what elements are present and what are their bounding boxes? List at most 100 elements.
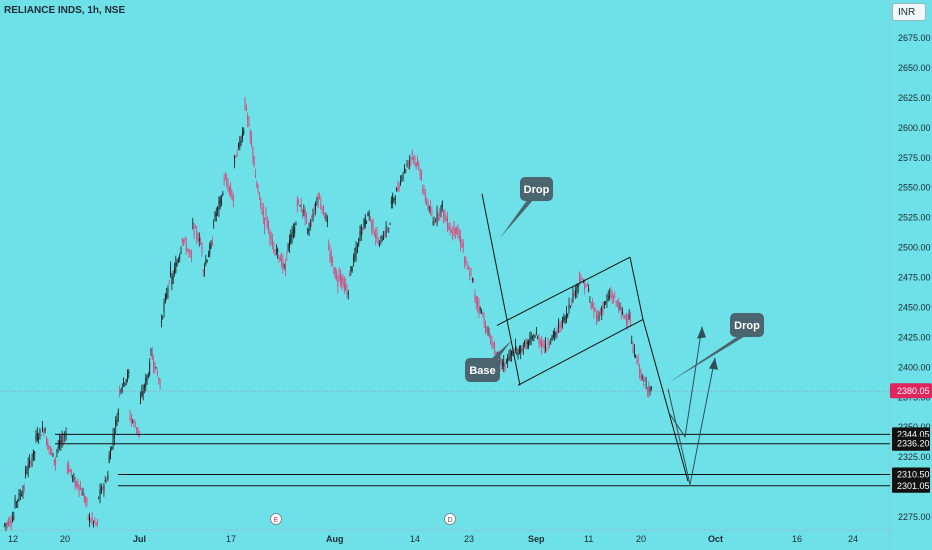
candle-body xyxy=(643,379,644,381)
candle-body xyxy=(383,237,384,240)
x-tick-label: 12 xyxy=(8,534,18,544)
candle-body xyxy=(149,362,151,375)
candle-body xyxy=(466,265,468,267)
candle-body xyxy=(529,337,531,343)
candle-body xyxy=(153,360,155,368)
candle-body xyxy=(611,293,613,298)
candle-body xyxy=(407,162,409,166)
candle-body xyxy=(308,228,310,232)
candle-body xyxy=(258,192,260,196)
currency-button[interactable]: INR xyxy=(892,3,926,21)
candle-body xyxy=(351,266,353,271)
candle-body xyxy=(311,220,313,222)
candle-body xyxy=(224,177,226,180)
candle-body xyxy=(623,314,625,319)
candle-body xyxy=(341,277,343,285)
candle-body xyxy=(174,267,175,273)
candle-body xyxy=(282,259,284,267)
candle-body xyxy=(177,258,179,262)
candle-body xyxy=(360,226,362,236)
candle-body xyxy=(366,220,367,224)
candle-body xyxy=(461,242,463,248)
candle-body xyxy=(296,200,298,207)
candle-body xyxy=(81,490,83,496)
candle-body xyxy=(30,462,32,465)
candle-body xyxy=(418,163,420,169)
candle-body xyxy=(155,367,157,369)
candle-body xyxy=(644,380,646,382)
candle-body xyxy=(226,179,228,185)
candle-body xyxy=(541,340,543,348)
candle-body xyxy=(159,383,161,385)
y-tick-label: 2425.00 xyxy=(898,332,931,342)
candle-body xyxy=(358,238,360,245)
candle-body xyxy=(599,313,601,315)
candle-body xyxy=(35,434,37,440)
candle-body xyxy=(572,293,574,302)
candle-body xyxy=(138,431,140,433)
candle-body xyxy=(539,341,541,344)
candle-body xyxy=(170,266,172,277)
y-tick-label: 2475.00 xyxy=(898,273,931,283)
candle-body xyxy=(437,214,439,217)
candle-body xyxy=(559,325,561,327)
candle-body xyxy=(270,235,272,239)
candle-body xyxy=(243,130,245,134)
candle-body xyxy=(204,265,205,271)
candle-body xyxy=(39,429,41,434)
candle-body xyxy=(275,249,277,251)
candle-body xyxy=(285,265,286,273)
candle-body xyxy=(386,228,388,230)
candle-body xyxy=(210,241,212,249)
candle-body xyxy=(112,434,114,444)
candle-body xyxy=(47,441,49,450)
candle-body xyxy=(393,198,395,201)
candle-body xyxy=(298,199,300,202)
candle-body xyxy=(490,339,492,345)
candle-body xyxy=(154,361,156,373)
candle-body xyxy=(228,186,230,191)
candle-body xyxy=(64,436,66,438)
candle-body xyxy=(319,196,320,200)
candle-body xyxy=(98,497,100,499)
candle-body xyxy=(287,243,289,252)
drop-callout-1-label: Drop xyxy=(524,184,550,196)
candle-body xyxy=(317,193,319,203)
candle-body xyxy=(636,360,638,363)
candle-body xyxy=(117,410,119,416)
level-tag-label: 2344.05 xyxy=(897,429,930,439)
candle-body xyxy=(646,387,648,392)
candle-body xyxy=(632,344,634,353)
candle-body xyxy=(628,314,630,320)
candle-body xyxy=(610,292,612,295)
candle-body xyxy=(266,217,268,227)
candle-body xyxy=(106,481,108,483)
candle-body xyxy=(639,365,641,374)
candle-body xyxy=(89,516,91,521)
y-tick-label: 2575.00 xyxy=(898,153,931,163)
candle-body xyxy=(521,348,523,352)
candle-body xyxy=(172,276,174,279)
candle-body xyxy=(555,332,557,335)
candle-body xyxy=(398,185,400,190)
candle-body xyxy=(486,328,488,330)
candle-body xyxy=(248,122,250,127)
candle-body xyxy=(119,390,121,393)
level-tag xyxy=(892,467,930,482)
candle-body xyxy=(249,129,251,138)
candle-body xyxy=(384,234,386,236)
candle-body xyxy=(441,201,443,208)
candle-body xyxy=(478,304,480,312)
candle-body xyxy=(487,331,489,333)
candle-body xyxy=(596,312,597,320)
candle-body xyxy=(198,238,200,241)
candle-body xyxy=(166,293,168,298)
candle-body xyxy=(508,356,510,361)
candle-body xyxy=(13,516,15,519)
candle-body xyxy=(12,518,13,522)
candle-body xyxy=(414,158,416,161)
candle-body xyxy=(373,231,375,236)
candle-body xyxy=(537,336,539,340)
